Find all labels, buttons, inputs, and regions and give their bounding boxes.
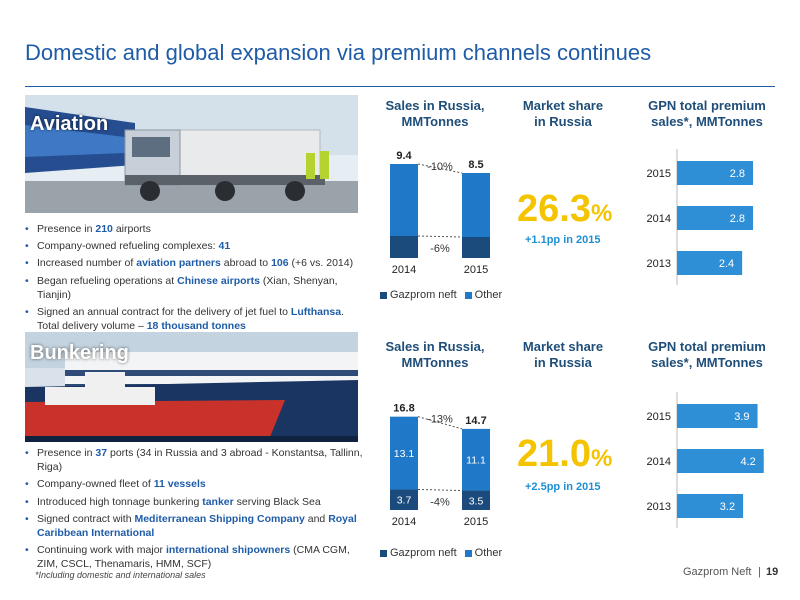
legend-other-swatch	[464, 549, 472, 557]
title-divider	[25, 86, 775, 87]
bunkering-share: 21.0%	[517, 433, 612, 476]
annotation-gazprom-change: -6%	[430, 243, 450, 255]
bunkering-share-title: Market share in Russia	[522, 339, 604, 370]
trend-connector-gazprom	[417, 488, 463, 492]
legend-gazprom-swatch	[380, 291, 387, 299]
trend-connector-total	[417, 163, 463, 174]
aviation-legend: Gazprom neft Other	[380, 289, 502, 301]
aviation-share-value: 26.3	[517, 188, 591, 230]
annotation-total-change: -10%	[427, 161, 453, 173]
aviation-share: 26.3%	[517, 188, 612, 231]
bar-other-2015	[462, 428, 490, 491]
page-number: 19	[766, 566, 779, 578]
total-label-2015: 8.5	[468, 159, 483, 171]
premium-value-label-2013: 3.2	[720, 501, 735, 513]
gazprom-value-label-2014: 3.7	[397, 495, 412, 507]
bunkering-legend: Gazprom neft Other	[380, 547, 502, 559]
category-label-2015: 2015	[464, 264, 488, 276]
aviation-sales-title: Sales in Russia, MMTonnes	[385, 98, 485, 129]
aviation-premium-chart: 2.8 2015 2.8 2014 2.4 2013	[647, 149, 753, 285]
bullet-item: Company-owned fleet of 11 vessels	[25, 477, 363, 491]
bunkering-label: Bunkering	[30, 342, 129, 364]
premium-value-label-2015: 2.8	[730, 168, 745, 180]
bar-gazprom-2014	[390, 489, 418, 510]
aviation-share-delta: +1.1pp in 2015	[525, 234, 601, 246]
premium-bar-2013	[677, 494, 744, 518]
legend-other-label: Other	[474, 547, 503, 559]
bullet-item: Signed contract with Mediterranean Shipp…	[25, 512, 363, 540]
aviation-label: Aviation	[30, 113, 109, 135]
total-label-2014: 9.4	[396, 150, 412, 162]
bullet-item: Presence in 37 ports (34 in Russia and 3…	[25, 446, 363, 474]
bunkering-photo: Bunkering	[25, 332, 358, 442]
bar-other-2014	[390, 164, 418, 236]
category-label-2014: 2014	[647, 213, 671, 225]
bullet-item: Began refueling operations at Chinese ai…	[25, 274, 363, 302]
legend-gazprom-swatch	[380, 549, 387, 557]
footer-brand: Gazprom Neft	[683, 566, 752, 578]
bar-gazprom-2014	[390, 236, 418, 258]
premium-value-label-2015: 3.9	[734, 411, 749, 423]
legend-other-label: Other	[474, 289, 503, 301]
bunkering-sales-title: Sales in Russia, MMTonnes	[385, 339, 485, 370]
bullet-item: Signed an annual contract for the delive…	[25, 305, 363, 333]
category-label-2013: 2013	[647, 258, 671, 270]
bullet-item: Company-owned refueling complexes: 41	[25, 239, 363, 253]
annotation-total-change: -13%	[427, 414, 453, 426]
bunkering-share-unit: %	[590, 445, 613, 472]
aviation-share-title: Market share in Russia	[522, 98, 604, 129]
bunkering-bullets: Presence in 37 ports (34 in Russia and 3…	[25, 446, 363, 574]
category-label-2014: 2014	[392, 264, 416, 276]
trend-connector-gazprom	[417, 235, 463, 238]
bar-gazprom-2015	[462, 237, 490, 258]
bullet-item: Introduced high tonnage bunkering tanker…	[25, 495, 363, 509]
premium-value-label-2014: 4.2	[740, 456, 755, 468]
footnote: *Including domestic and international sa…	[35, 570, 206, 580]
aviation-share-unit: %	[590, 200, 613, 227]
total-label-2015: 14.7	[465, 415, 486, 427]
category-label-2014: 2014	[647, 456, 671, 468]
other-value-label-2014: 13.1	[394, 448, 415, 460]
annotation-gazprom-change: -4%	[430, 496, 450, 508]
bar-other-2014	[390, 416, 418, 490]
premium-bar-2014	[677, 449, 764, 473]
bunkering-premium-title: GPN total premium sales*, MMTonnes	[648, 339, 766, 370]
premium-value-label-2013: 2.4	[719, 258, 734, 270]
category-label-2015: 2015	[464, 516, 488, 528]
bunkering-share-value: 21.0	[517, 433, 591, 475]
aviation-premium-title: GPN total premium sales*, MMTonnes	[648, 98, 766, 129]
bunkering-share-delta: +2.5pp in 2015	[525, 481, 601, 493]
category-label-2014: 2014	[392, 516, 416, 528]
bunkering-premium-chart: 3.9 2015 4.2 2014 3.2 2013	[647, 392, 764, 528]
other-value-label-2015: 11.1	[466, 455, 486, 467]
total-label-2014: 16.8	[393, 403, 414, 415]
premium-bar-2015	[677, 161, 753, 185]
bunkering-sales-chart: 16.8 13.1 3.7 2014 14.7 11.1 3.5 2015 -13% -4%	[390, 403, 490, 528]
bullet-item: Increased number of aviation partners ab…	[25, 256, 363, 270]
premium-bar-2015	[677, 404, 758, 428]
category-label-2013: 2013	[647, 501, 671, 513]
category-label-2015: 2015	[647, 411, 671, 423]
premium-bar-2014	[677, 206, 753, 230]
category-label-2015: 2015	[647, 168, 671, 180]
bar-other-2015	[462, 173, 490, 237]
aviation-sales-chart: 9.4 2014 8.5 2015 -10% -6%	[390, 150, 490, 276]
premium-value-label-2014: 2.8	[730, 213, 745, 225]
legend-gazprom-label: Gazprom neft	[390, 547, 457, 559]
bullet-item: Continuing work with major international…	[25, 543, 363, 571]
gazprom-value-label-2015: 3.5	[469, 495, 484, 507]
aviation-bullets: Presence in 210 airports Company-owned re…	[25, 222, 363, 336]
premium-bar-2013	[677, 251, 743, 275]
bar-gazprom-2015	[462, 490, 490, 510]
aviation-photo: Aviation	[25, 95, 358, 213]
footer-separator: |	[758, 566, 761, 578]
legend-other-swatch	[464, 291, 472, 299]
bullet-item: Presence in 210 airports	[25, 222, 363, 236]
legend-gazprom-label: Gazprom neft	[390, 289, 457, 301]
page-title: Domestic and global expansion via premiu…	[25, 40, 652, 65]
